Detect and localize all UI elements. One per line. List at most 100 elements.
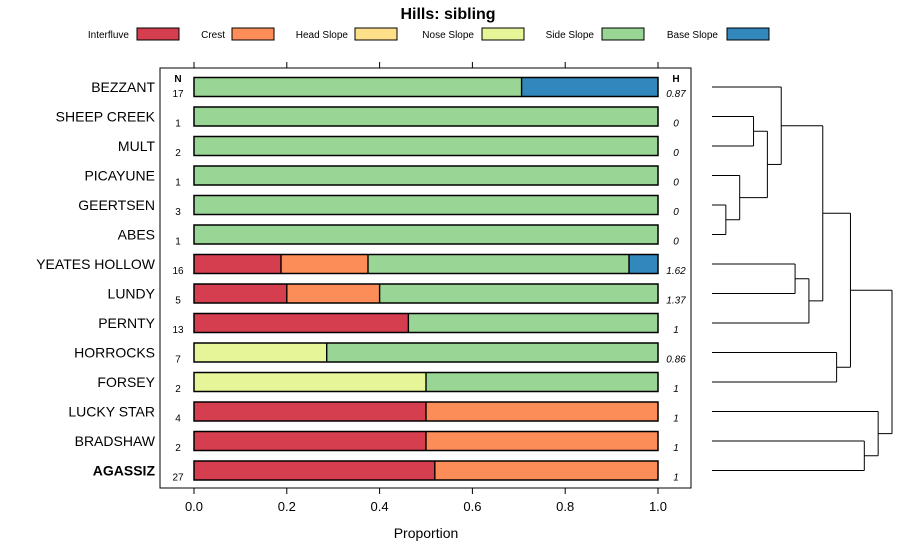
h-value: 0.87	[666, 89, 686, 100]
n-value: 1	[175, 178, 181, 189]
bar-segment	[194, 313, 409, 333]
category-label: YEATES HOLLOW	[36, 256, 156, 272]
h-value: 0	[673, 148, 679, 159]
category-label: SHEEP CREEK	[56, 109, 156, 125]
bar-segment	[281, 254, 368, 274]
bar-segment	[434, 461, 658, 480]
n-value: 1	[175, 237, 181, 248]
bar-segment	[194, 372, 426, 392]
x-tick-label: 1.0	[649, 499, 667, 514]
n-value: 2	[175, 443, 181, 454]
bar-segment	[194, 343, 327, 362]
h-value: 1	[673, 414, 679, 425]
bar-segment	[426, 431, 658, 451]
h-header: H	[672, 74, 679, 85]
bar-segment	[379, 284, 658, 303]
x-tick-label: 0.8	[556, 499, 574, 514]
category-label: BRADSHAW	[75, 433, 156, 449]
n-value: 27	[172, 473, 184, 484]
bar-outline	[193, 312, 659, 334]
h-value: 1	[673, 443, 679, 454]
bar-segment	[408, 313, 658, 333]
bar-outline	[193, 283, 659, 304]
bar-segment	[194, 254, 281, 274]
n-value: 16	[172, 266, 184, 277]
legend-swatch	[354, 27, 398, 41]
n-value: 1	[175, 119, 181, 130]
bar-segment	[194, 284, 287, 303]
bar-segment	[194, 461, 435, 480]
category-label: HORROCKS	[74, 345, 155, 361]
h-value: 0	[673, 207, 679, 218]
bar-outline	[193, 253, 659, 275]
h-value: 1	[673, 473, 679, 484]
legend-label: Crest	[201, 30, 225, 41]
n-header: N	[174, 74, 181, 85]
x-tick-label: 0.4	[371, 499, 389, 514]
n-value: 7	[175, 355, 181, 366]
category-label: ABES	[118, 227, 155, 243]
legend: Interfluve Crest Head Slope Nose Slope Side …	[88, 27, 770, 41]
x-axis-title: Proportion	[394, 525, 459, 541]
category-label: AGASSIZ	[93, 463, 156, 479]
top-axis-ticks	[193, 62, 659, 68]
category-label: LUCKY STAR	[68, 404, 155, 420]
bar-segment	[521, 77, 658, 97]
bar-segment	[426, 372, 658, 392]
bar-segment	[629, 254, 658, 274]
bar-segment	[194, 166, 658, 185]
bar-segment	[426, 402, 658, 421]
bar-segment	[194, 77, 522, 97]
bar-outline	[193, 401, 659, 422]
category-label: BEZZANT	[91, 79, 155, 95]
n-value: 17	[172, 89, 184, 100]
legend-label: Head Slope	[296, 30, 349, 41]
legend-swatch	[601, 27, 645, 41]
legend-swatch	[726, 27, 770, 41]
legend-swatch	[136, 27, 180, 41]
bar-segment	[194, 431, 426, 451]
category-label: PICAYUNE	[84, 168, 155, 184]
legend-label: Nose Slope	[422, 30, 474, 41]
h-value: 1	[673, 325, 679, 336]
x-tick-label: 0.2	[278, 499, 296, 514]
legend-label: Interfluve	[88, 30, 130, 41]
n-value: 3	[175, 207, 181, 218]
x-axis: 0.0 0.2 0.4 0.6 0.8 1.0	[185, 488, 667, 514]
category-label: MULT	[118, 138, 156, 154]
bar-outline	[193, 194, 659, 216]
h-value: 1.37	[666, 296, 686, 307]
bar-segment	[194, 402, 426, 421]
category-label: GEERTSEN	[78, 197, 155, 213]
plot-frame	[159, 67, 692, 489]
n-value: 13	[172, 325, 184, 336]
bar-segment	[286, 284, 380, 303]
n-value: 5	[175, 296, 181, 307]
x-tick-label: 0.6	[463, 499, 481, 514]
x-tick-label: 0.0	[185, 499, 203, 514]
h-value: 0	[673, 119, 679, 130]
legend-label: Base Slope	[667, 30, 719, 41]
h-value: 1	[673, 384, 679, 395]
n-value: 2	[175, 148, 181, 159]
bar-outline	[193, 430, 659, 452]
category-label: FORSEY	[97, 374, 155, 390]
bar-outline	[193, 460, 659, 481]
bar-segment	[368, 254, 629, 274]
bar-outline	[193, 106, 659, 127]
bar-outline	[193, 135, 659, 157]
h-value: 0	[673, 178, 679, 189]
h-value: 0.86	[666, 355, 686, 366]
legend-label: Side Slope	[546, 30, 595, 41]
bar-outline	[193, 165, 659, 186]
bar-segment	[194, 225, 658, 244]
legend-swatch	[231, 27, 275, 41]
category-label: PERNTY	[98, 315, 155, 331]
category-label: LUNDY	[108, 286, 156, 302]
bar-outline	[193, 342, 659, 363]
h-value: 0	[673, 237, 679, 248]
dendrogram	[712, 86, 893, 471]
bar-segment	[326, 343, 658, 362]
bar-outline	[193, 371, 659, 393]
